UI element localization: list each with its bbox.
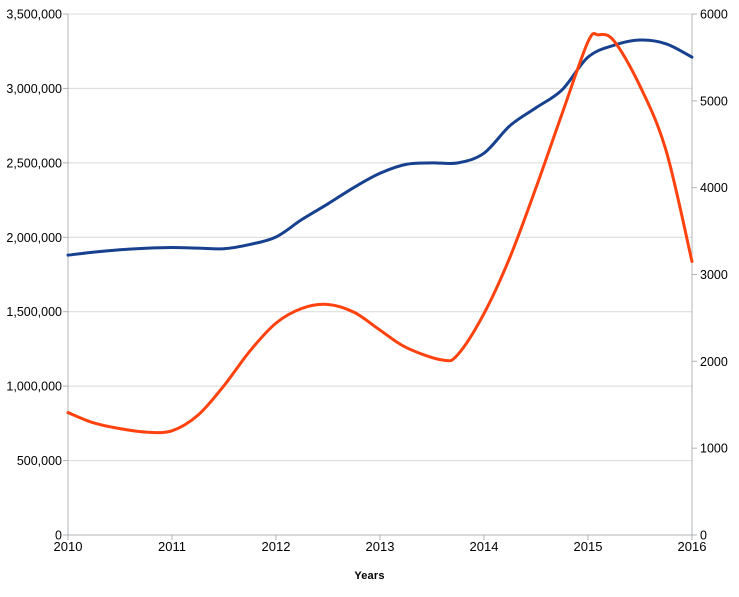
x-axis-tick-label: 2012: [262, 539, 291, 554]
x-axis-tick-label: 2014: [470, 539, 499, 554]
left-axis-tick-label: 2,000,000: [6, 231, 62, 245]
right-axis-tick-label: 0: [700, 529, 707, 543]
x-axis-tick-label: 2016: [678, 539, 707, 554]
left-axis-tick-label: 3,000,000: [6, 82, 62, 96]
left-axis-tick-label: 2,500,000: [6, 156, 62, 170]
left-axis-tick-label: 1,500,000: [6, 305, 62, 319]
left-axis-tick-label: 1,000,000: [6, 380, 62, 394]
left-axis-tick-label: 0: [55, 529, 62, 543]
x-axis-tick-label: 2015: [574, 539, 603, 554]
x-axis-tick-label: 2011: [158, 539, 186, 554]
right-axis-tick-label: 4000: [700, 181, 728, 195]
x-axis-tick-label: 2013: [366, 539, 395, 554]
left-axis-tick-label: 500,000: [17, 454, 62, 468]
right-axis-tick-label: 1000: [700, 442, 728, 456]
right-axis-tick-label: 5000: [700, 94, 728, 108]
x-axis-title: Years: [354, 570, 385, 582]
left-axis-tick-label: 3,500,000: [6, 8, 62, 22]
series-line-right: [66, 31, 694, 435]
series-line-left: [66, 38, 694, 257]
right-axis-tick-label: 2000: [700, 355, 728, 369]
right-axis-tick-label: 6000: [700, 8, 728, 22]
x-axis-tick-label: 2010: [54, 539, 83, 554]
right-axis-tick-label: 3000: [700, 268, 728, 282]
